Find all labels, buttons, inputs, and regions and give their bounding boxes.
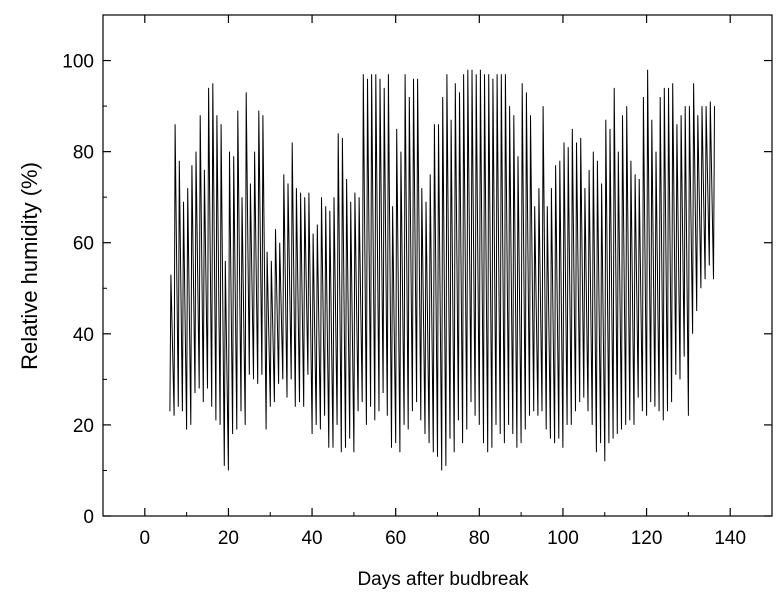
y-tick-label: 0 (83, 507, 94, 528)
x-tick-label: 120 (631, 528, 663, 549)
y-tick-label: 40 (73, 325, 94, 346)
y-tick-label: 80 (73, 143, 94, 164)
x-tick-label: 100 (547, 528, 579, 549)
y-tick-label: 100 (62, 52, 94, 73)
x-axis-title: Days after budbreak (357, 569, 529, 590)
series-group (169, 69, 715, 471)
y-tick-label: 20 (73, 416, 94, 437)
x-tick-label: 140 (714, 528, 746, 549)
x-tick-label: 20 (218, 528, 239, 549)
y-axis: 0 20 40 60 80 100 (62, 52, 772, 528)
x-tick-label: 80 (469, 528, 490, 549)
series-line-0 (169, 69, 715, 471)
y-axis-title: Relative humidity (%) (17, 162, 42, 370)
y-tick-label: 60 (73, 234, 94, 255)
x-tick-label: 40 (301, 528, 322, 549)
x-axis: 0 20 40 60 80 100 120 140 (102, 15, 773, 549)
x-tick-label: 0 (140, 528, 151, 549)
x-tick-label: 60 (385, 528, 406, 549)
